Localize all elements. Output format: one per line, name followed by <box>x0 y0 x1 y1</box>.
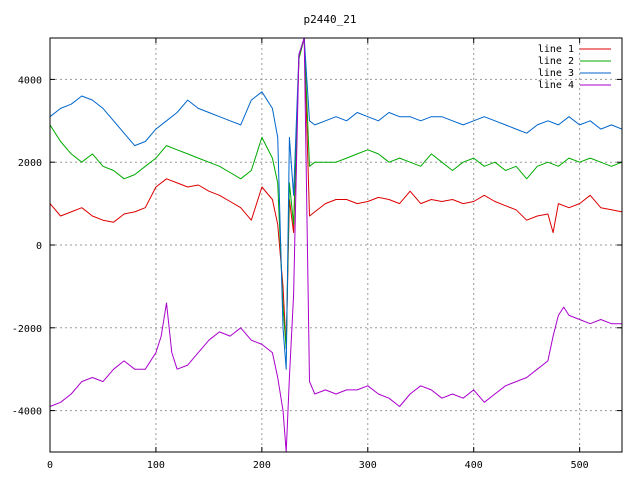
legend-label: line 4 <box>538 80 574 91</box>
grid <box>50 38 622 452</box>
y-tick-label: 0 <box>36 241 42 252</box>
series-line-1 <box>49 37 623 349</box>
y-tick-label: 2000 <box>18 158 42 169</box>
axis-ticks: 0 100 200 300 400 500 -4000 -2000 0 2000 4000 <box>12 38 622 471</box>
legend-label: line 2 <box>538 56 574 67</box>
legend-label: line 3 <box>538 68 574 79</box>
series-group <box>49 37 623 453</box>
series-line-2 <box>49 37 623 349</box>
y-tick-label: -4000 <box>12 407 42 418</box>
x-tick-label: 400 <box>465 460 483 471</box>
y-tick-label: -2000 <box>12 324 42 335</box>
x-tick-label: 200 <box>253 460 271 471</box>
y-tick-label: 4000 <box>18 75 42 86</box>
x-tick-label: 300 <box>359 460 377 471</box>
series-line-4 <box>49 37 622 453</box>
chart-title: p2440_21 <box>304 13 357 26</box>
legend-label: line 1 <box>538 44 574 55</box>
series-line-3 <box>49 37 623 370</box>
x-tick-label: 100 <box>147 460 165 471</box>
x-tick-label: 0 <box>47 460 53 471</box>
x-tick-label: 500 <box>571 460 589 471</box>
